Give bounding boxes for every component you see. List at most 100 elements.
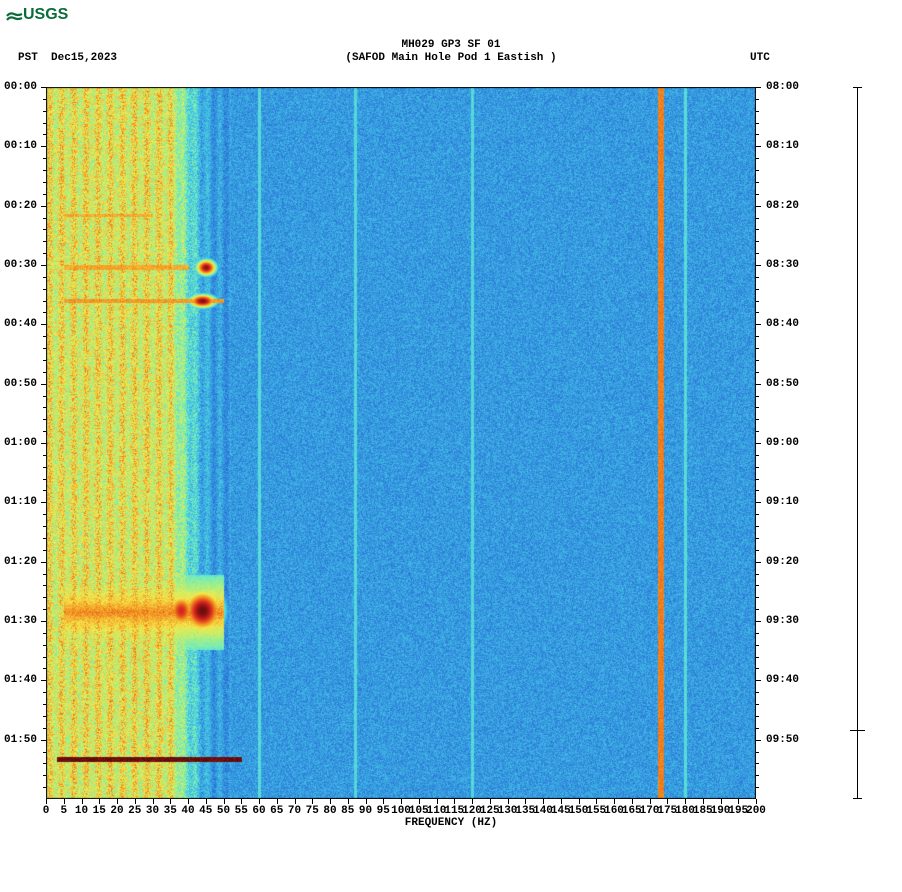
freq-tick: 20 [110,805,123,817]
usgs-logo: USGS [6,2,72,28]
tick-mark [82,799,83,804]
tick-mark [756,479,759,480]
freq-tick: 85 [341,805,354,817]
tick-mark [99,799,100,804]
freq-tick: 55 [235,805,248,817]
tick-mark [43,158,46,159]
right-time-tick: 08:20 [766,200,799,212]
tick-mark [43,585,46,586]
tick-mark [756,277,759,278]
tick-mark [756,443,761,444]
tick-mark [756,218,759,219]
tick-mark [756,265,761,266]
tick-mark [756,455,759,456]
right-time-tick: 09:40 [766,674,799,686]
freq-tick: 0 [43,805,50,817]
tick-mark [596,799,597,804]
tick-mark [756,253,759,254]
tick-mark [41,87,46,88]
tick-mark [756,123,759,124]
tick-mark [756,645,759,646]
tick-mark [756,146,761,147]
tick-mark [756,182,759,183]
tick-mark [43,123,46,124]
tick-mark [685,799,686,804]
tick-mark [756,633,759,634]
tick-mark [756,312,759,313]
tick-mark [43,229,46,230]
header-utc-label: UTC [750,52,770,64]
tick-mark [43,431,46,432]
left-time-tick: 00:00 [4,81,37,93]
tick-mark [756,99,759,100]
tick-mark [43,609,46,610]
tick-mark [756,289,759,290]
left-time-tick: 01:30 [4,615,37,627]
left-time-tick: 00:30 [4,259,37,271]
tick-mark [756,490,759,491]
right-time-tick: 08:00 [766,81,799,93]
tick-mark [472,799,473,804]
tick-mark [43,99,46,100]
tick-mark [756,680,761,681]
tick-mark [756,301,759,302]
tick-mark [43,633,46,634]
right-time-tick: 09:30 [766,615,799,627]
tick-mark [738,799,739,804]
tick-mark [756,740,761,741]
tick-mark [756,704,759,705]
tick-mark [43,490,46,491]
tick-mark [43,253,46,254]
tick-mark [43,360,46,361]
tick-mark [756,134,759,135]
freq-tick: 95 [377,805,390,817]
right-time-tick: 09:10 [766,496,799,508]
tick-mark [259,799,260,804]
tick-mark [756,514,759,515]
tick-mark [756,585,759,586]
tick-mark [41,680,46,681]
left-time-tick: 01:20 [4,556,37,568]
tick-mark [43,277,46,278]
spectrogram-plot [46,87,756,799]
left-time-tick: 00:10 [4,140,37,152]
freq-tick: 40 [181,805,194,817]
left-time-tick: 01:00 [4,437,37,449]
tick-mark [295,799,296,804]
tick-mark [632,799,633,804]
tick-mark [43,372,46,373]
tick-mark [43,301,46,302]
tick-mark [756,158,759,159]
tick-mark [43,194,46,195]
right-time-tick: 08:40 [766,318,799,330]
tick-mark [43,312,46,313]
tick-mark [46,799,47,804]
tick-mark [206,799,207,804]
tick-mark [525,799,526,804]
tick-mark [312,799,313,804]
tick-mark [277,799,278,804]
tick-mark [41,562,46,563]
freq-tick: 50 [217,805,230,817]
tick-mark [703,799,704,804]
tick-mark [437,799,438,804]
tick-mark [756,799,757,804]
tick-mark [756,241,759,242]
left-time-tick: 00:20 [4,200,37,212]
tick-mark [43,467,46,468]
right-time-tick: 09:00 [766,437,799,449]
tick-mark [756,716,759,717]
freq-tick: 65 [270,805,283,817]
tick-mark [43,752,46,753]
freq-tick: 200 [746,805,766,817]
tick-mark [756,657,759,658]
tick-mark [579,799,580,804]
tick-mark [756,170,759,171]
tick-mark [756,550,759,551]
tick-mark [117,799,118,804]
tick-mark [756,787,759,788]
spectrogram-canvas [46,87,756,799]
amplitude-bar [857,87,858,799]
tick-mark [756,728,759,729]
tick-mark [241,799,242,804]
